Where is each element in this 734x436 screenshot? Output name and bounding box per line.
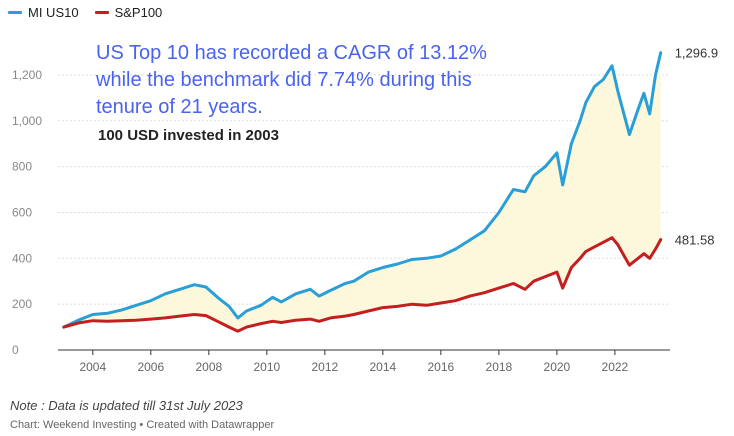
end-label-sp100: 481.58: [675, 233, 715, 248]
legend-item-mi-us10: MI US10: [8, 5, 79, 20]
end-label-mi-us10: 1,296.9: [675, 46, 718, 61]
y-tick-label: 200: [12, 297, 32, 311]
chart-legend: MI US10 S&P100: [8, 5, 162, 20]
chart-credit: Chart: Weekend Investing • Created with …: [10, 419, 275, 431]
x-tick-label: 2004: [79, 360, 106, 374]
y-tick-label: 1,000: [12, 114, 42, 128]
series-line-mi-us10: [62, 51, 663, 329]
x-tick-label: 2022: [602, 360, 629, 374]
series-line-sp100: [62, 236, 663, 333]
y-tick-label: 800: [12, 160, 32, 174]
x-tick-label: 2012: [311, 360, 338, 374]
y-tick-label: 600: [12, 205, 32, 219]
x-tick-label: 2006: [137, 360, 164, 374]
y-tick-label: 1,200: [12, 68, 42, 82]
x-tick-label: 2020: [544, 360, 571, 374]
x-tick-label: 2018: [486, 360, 513, 374]
x-tick-label: 2010: [253, 360, 280, 374]
series-gap-fill: [63, 52, 661, 332]
x-tick-label: 2014: [370, 360, 397, 374]
legend-swatch-sp100: [94, 11, 109, 14]
data-note: Note : Data is updated till 31st July 20…: [10, 398, 243, 413]
legend-item-sp100: S&P100: [94, 5, 163, 20]
x-tick-label: 2008: [195, 360, 222, 374]
x-tick-label: 2016: [428, 360, 455, 374]
legend-label-sp100: S&P100: [114, 5, 163, 20]
y-tick-label: 0: [12, 343, 19, 357]
legend-swatch-mi-us10: [8, 11, 22, 14]
chart-subtitle: 100 USD invested in 2003: [98, 127, 279, 144]
y-tick-label: 400: [12, 251, 32, 265]
chart-headline: US Top 10 has recorded a CAGR of 13.12% …: [96, 42, 487, 118]
legend-label-mi-us10: MI US10: [28, 5, 79, 20]
